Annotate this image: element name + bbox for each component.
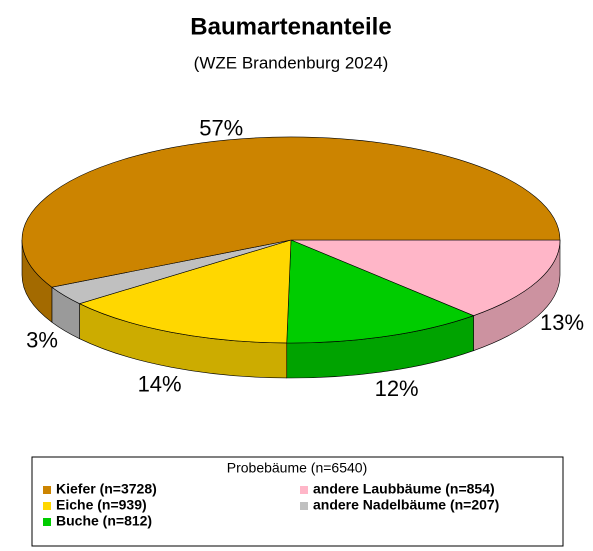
pie-slice bbox=[286, 239, 475, 344]
legend-box bbox=[31, 456, 564, 547]
legend-title: Probebäume (n=6540) bbox=[227, 460, 368, 476]
data-label: 13% bbox=[540, 310, 584, 335]
legend-label: Buche (n=812) bbox=[56, 513, 152, 529]
legend-swatch bbox=[300, 502, 308, 510]
legend-swatch bbox=[300, 486, 308, 494]
legend-swatch bbox=[43, 486, 51, 494]
chart-subtitle: (WZE Brandenburg 2024) bbox=[194, 53, 389, 72]
legend-swatch bbox=[43, 502, 51, 510]
data-label: 3% bbox=[26, 327, 58, 352]
legend-label: Kiefer (n=3728) bbox=[56, 481, 157, 497]
legend-label: andere Nadelbäume (n=207) bbox=[313, 497, 499, 513]
pie-slice bbox=[78, 239, 292, 344]
data-label: 14% bbox=[138, 371, 182, 396]
pie-slice bbox=[290, 239, 561, 316]
data-label: 57% bbox=[199, 116, 243, 141]
legend-label: Eiche (n=939) bbox=[56, 497, 147, 513]
legend-swatch bbox=[43, 518, 51, 526]
chart-title: Baumartenanteile bbox=[190, 13, 391, 40]
pie-slice bbox=[21, 136, 561, 288]
legend-label: andere Laubbäume (n=854) bbox=[313, 481, 495, 497]
data-label: 12% bbox=[375, 376, 419, 401]
